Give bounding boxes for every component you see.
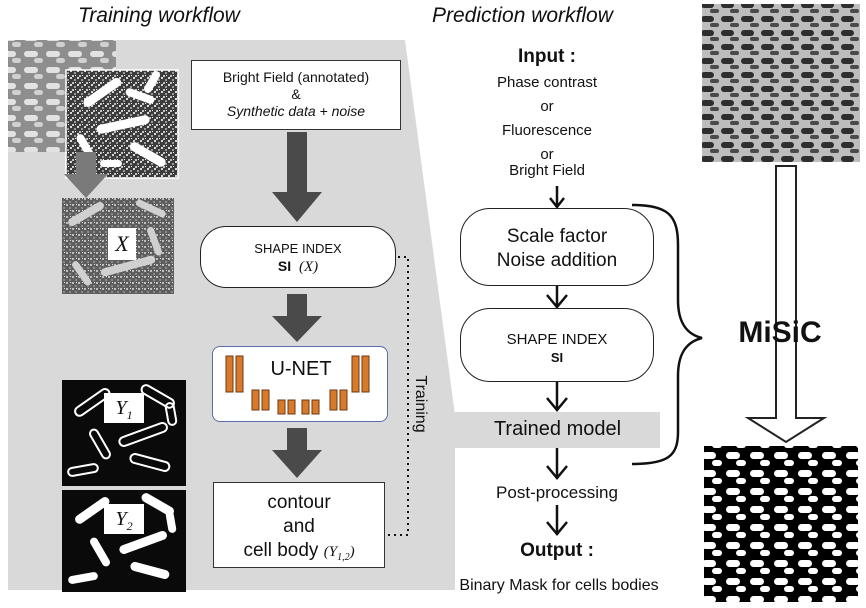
prediction-step1-line2: Noise addition [496,250,618,271]
prediction-si-title: SHAPE INDEX [506,331,608,348]
prediction-flow-arrows [546,165,828,536]
training-output-line2: and [283,516,315,537]
training-workflow-title: Training workflow [78,4,240,27]
misic-label: MiSiC [738,316,822,349]
arrow-input-to-si [272,132,322,222]
training-input-amp: & [291,86,301,102]
training-input-line1: Bright Field (annotated) [222,69,370,85]
prediction-input-option-1: Phase contrast [496,74,598,91]
arrow-post-to-output [546,505,568,536]
misic-hollow-arrow [744,165,828,444]
post-processing-label: Post-processing [496,483,618,502]
training-si-bold: SI [277,258,292,274]
arrow-si-to-unet [272,294,322,342]
binary-mask-output-image [704,446,858,602]
phase-contrast-input-image [702,4,860,162]
training-input-line3: Synthetic data + noise [226,103,366,119]
prediction-output-title: Output : [520,540,594,561]
prediction-shape-index-box: SHAPE INDEX SI [460,308,654,382]
arrow-unet-to-output [272,428,322,478]
misic-brace [631,203,703,466]
y1-label: Y1 [104,393,144,423]
training-flow-arrows [272,132,409,536]
arrow-scale-to-si [546,285,568,309]
trained-model-label: Trained model [493,418,622,440]
training-output-arg: (Y1,2) [323,544,355,563]
training-si-arg: (X) [298,259,319,275]
prediction-input-option-3: Fluorescence [501,122,593,139]
arrow-input-to-scale [549,186,565,210]
training-si-title: SHAPE INDEX [254,241,342,256]
prediction-input-option-5: Bright Field [509,162,585,179]
prediction-step1-line1: Scale factor [506,226,608,247]
prediction-output-desc: Binary Mask for cells bodies [459,577,659,594]
training-shape-index-box: SHAPE INDEX SI (X) [200,226,396,288]
unet-layers [225,355,370,415]
training-images [8,40,186,592]
x-label: X [108,228,136,260]
prediction-input-option-4: or [540,146,554,163]
prediction-workflow-title: Prediction workflow [432,4,613,27]
y2-label: Y2 [104,504,144,534]
training-output-box: contour and cell body (Y1,2) [213,482,385,568]
prediction-images [702,4,860,602]
training-feedback-loop [376,256,409,536]
prediction-input-title: Input : [517,46,577,67]
prediction-scale-noise-box: Scale factor Noise addition [460,208,654,286]
arrow-model-to-post [546,448,568,480]
arrow-si-to-model [546,382,568,412]
prediction-input-option-2: or [540,98,554,115]
training-output-line3: cell body [243,540,319,561]
prediction-si-bold: SI [550,350,564,365]
training-feedback-label: Training [412,375,429,433]
unet-label: U-NET [270,358,332,380]
thumbnail-down-arrow [64,152,108,198]
training-output-line1: contour [267,492,331,513]
training-input-box: Bright Field (annotated) & Synthetic dat… [191,60,401,130]
